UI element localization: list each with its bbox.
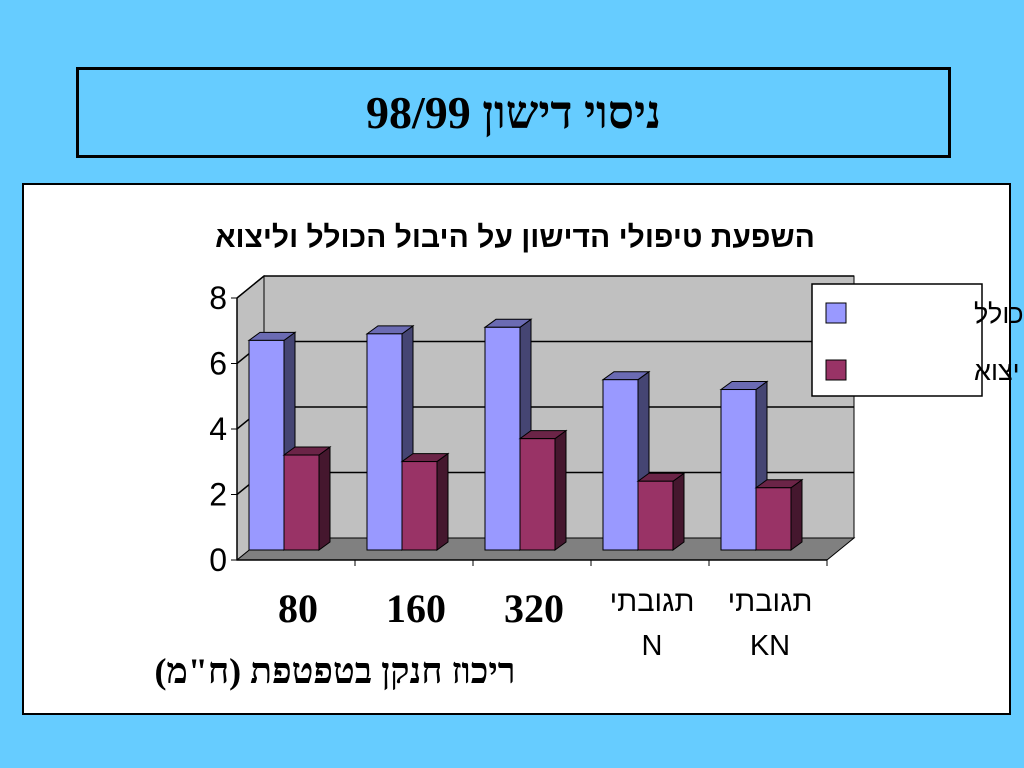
bar-export-yield [283,454,320,551]
gridline [236,275,854,299]
slide-title-box: ניסוי דישון 98/99 [76,67,951,158]
bar-export-yield [637,480,674,551]
slide-title: ניסוי דישון 98/99 [365,87,662,138]
bar-total-yield [366,333,403,551]
bar-export-yield [519,438,556,551]
chart-title: השפעת טיפולי הדישון על היבול הכולל וליצו… [215,221,815,254]
bar-total-yield [720,389,757,551]
x-tick-label: 160 [386,586,446,631]
bar-total-yield [602,379,639,551]
x-tick-label: 80 [278,586,318,631]
x-tick-label: 320 [504,586,564,631]
y-tick-label: 4 [209,411,227,447]
legend-swatch [825,359,847,381]
y-tick-label: 0 [209,542,227,578]
bar-side [554,429,567,551]
x-axis-title: ריכוז חנקן בטפטפת (ח"מ) [155,651,516,691]
bar-total-yield [484,326,521,551]
x-tick-label: תגובתי N [610,586,695,662]
bar-side [318,446,331,551]
bar-export-yield [755,487,792,551]
legend-label: יבול כולל [974,299,1024,329]
bar-side [436,452,449,551]
y-tick-label: 6 [209,346,227,382]
bar-side [672,472,685,551]
bar-export-yield [401,461,438,551]
bar-total-yield [248,339,285,551]
legend-swatch [825,302,847,324]
bar-side [790,478,803,551]
y-tick-label: 2 [209,477,227,513]
x-tick-label: תגובתי KN [728,586,813,662]
y-tick-label: 8 [209,280,227,316]
legend-label: יבול יצוא [974,356,1024,386]
